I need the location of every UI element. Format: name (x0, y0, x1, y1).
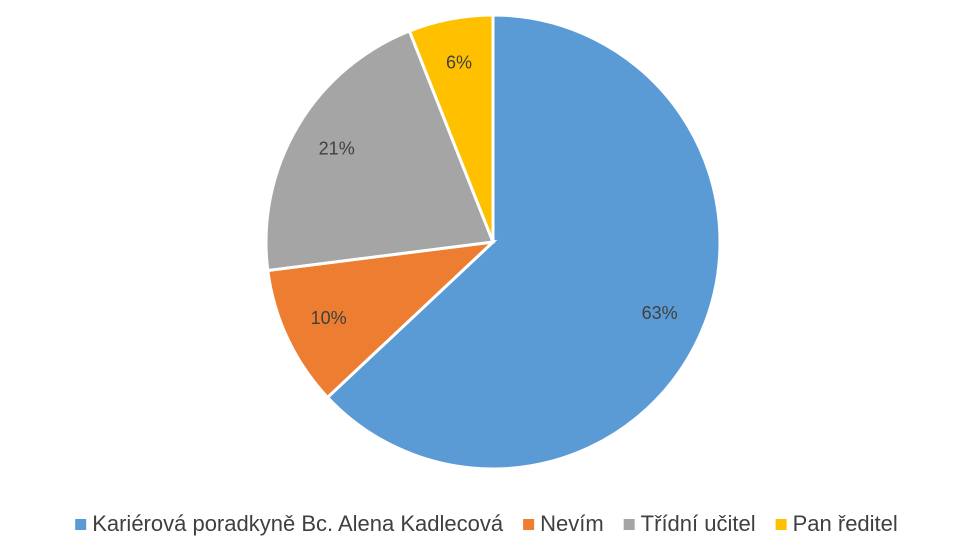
legend: Kariérová poradkyně Bc. Alena Kadlecová N… (75, 511, 898, 536)
data-label: 63% (642, 303, 678, 323)
legend-swatch (75, 519, 87, 530)
pie-slice (407, 13, 495, 243)
legend-label: Třídní učitel (641, 511, 756, 536)
pie-slice (266, 239, 498, 400)
legend-swatch (623, 519, 635, 530)
pie-slice (264, 28, 496, 273)
legend-label: Nevím (540, 511, 604, 536)
data-label: 10% (311, 308, 347, 328)
legend-swatch (523, 519, 535, 530)
pie-slice (325, 13, 722, 471)
data-label: 21% (319, 138, 355, 158)
legend-label: Pan ředitel (793, 511, 898, 536)
legend-swatch (775, 519, 787, 530)
legend-label: Kariérová poradkyně Bc. Alena Kadlecová (92, 511, 504, 536)
data-label: 6% (446, 52, 472, 72)
